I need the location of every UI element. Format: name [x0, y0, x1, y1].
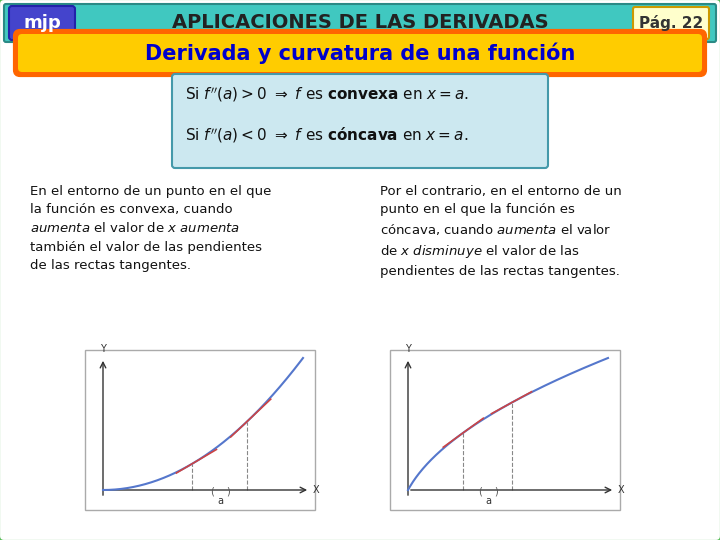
Text: a: a [485, 496, 491, 506]
Text: X: X [313, 485, 320, 495]
Text: X: X [618, 485, 625, 495]
FancyBboxPatch shape [390, 350, 620, 510]
FancyBboxPatch shape [633, 7, 709, 39]
FancyBboxPatch shape [15, 31, 705, 75]
Text: Si $f''(a) > 0\ \Rightarrow\ f$ es $\mathbf{convexa}$ en $x = a.$: Si $f''(a) > 0\ \Rightarrow\ f$ es $\mat… [185, 86, 469, 104]
Text: Por el contrario, en el entorno de un
punto en el que la función es
cóncava, cua: Por el contrario, en el entorno de un pu… [380, 185, 622, 278]
Text: mjp: mjp [23, 14, 61, 32]
Text: Si $f''(a) < 0\ \Rightarrow\ f$ es $\mathbf{c\'{o}ncava}$ en $x = a.$: Si $f''(a) < 0\ \Rightarrow\ f$ es $\mat… [185, 125, 468, 145]
Text: ): ) [226, 487, 230, 497]
Text: Y: Y [100, 344, 106, 354]
Text: ): ) [494, 487, 498, 497]
Text: APLICACIONES DE LAS DERIVADAS: APLICACIONES DE LAS DERIVADAS [171, 14, 549, 32]
FancyBboxPatch shape [18, 34, 702, 72]
Text: a: a [217, 496, 223, 506]
Text: (: ( [210, 487, 214, 497]
FancyBboxPatch shape [4, 4, 716, 42]
Text: Pág. 22: Pág. 22 [639, 15, 703, 31]
FancyBboxPatch shape [9, 6, 75, 40]
FancyBboxPatch shape [172, 74, 548, 168]
Text: Derivada y curvatura de una función: Derivada y curvatura de una función [145, 42, 575, 64]
Text: En el entorno de un punto en el que
la función es convexa, cuando
$\it{aumenta}$: En el entorno de un punto en el que la f… [30, 185, 271, 272]
Text: Y: Y [405, 344, 411, 354]
Text: (: ( [478, 487, 482, 497]
FancyBboxPatch shape [85, 350, 315, 510]
